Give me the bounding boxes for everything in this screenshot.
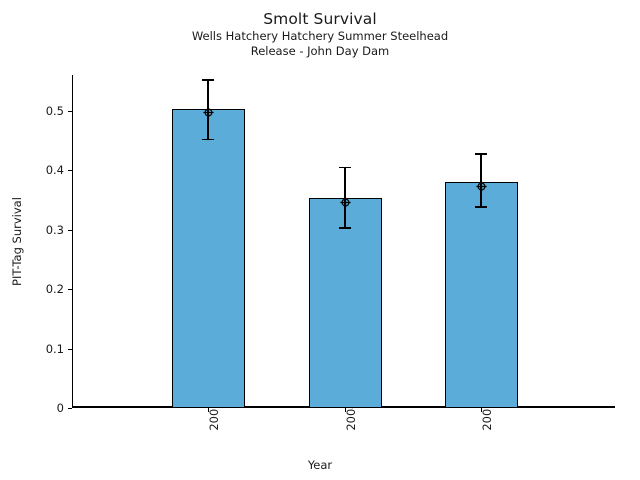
x-tick-mark <box>208 408 210 412</box>
error-bar-cap-upper <box>475 153 487 156</box>
y-tick-label: 0.2 <box>45 282 64 297</box>
y-tick-label: 0.1 <box>45 341 64 356</box>
y-tick-mark <box>68 229 72 231</box>
y-tick-mark <box>68 348 72 350</box>
data-point-marker-icon <box>339 193 351 208</box>
y-tick-mark <box>68 170 72 172</box>
bar-2003[interactable] <box>171 108 245 408</box>
data-point-marker-icon <box>202 103 214 118</box>
y-tick-label: 0.5 <box>45 103 64 118</box>
error-bar-cap-lower <box>475 206 487 208</box>
x-axis-label: Year <box>307 458 333 472</box>
chart-title: Smolt Survival <box>263 10 377 28</box>
y-tick-mark <box>68 408 72 410</box>
y-tick-mark <box>68 289 72 291</box>
x-tick-mark <box>481 408 483 412</box>
chart-subtitle-line-2: Release - John Day Dam <box>250 44 390 58</box>
chart-subtitle-line-1: Wells Hatchery Hatchery Summer Steelhead <box>191 29 449 43</box>
plot-area: 0 0.1 0.2 0.3 0.4 0.5 2003 2004 2005 <box>46 75 615 431</box>
data-point-marker-icon <box>475 177 487 192</box>
title-block: Smolt Survival Wells Hatchery Hatchery S… <box>0 10 640 59</box>
y-tick-label: 0.3 <box>45 222 64 237</box>
error-bar-line <box>480 153 482 207</box>
y-tick-label: 0.4 <box>45 163 64 178</box>
error-bar-cap-upper <box>202 79 214 81</box>
error-bar-cap-lower <box>202 138 214 141</box>
x-tick-mark <box>345 408 347 412</box>
error-bar-cap-upper <box>339 166 351 169</box>
y-tick-mark <box>68 110 72 112</box>
y-axis-spine <box>72 75 74 408</box>
bar-2005[interactable] <box>444 182 518 408</box>
error-bar-line <box>344 166 346 228</box>
y-axis-label: PIT-Tag Survival <box>10 197 24 286</box>
bar-2004[interactable] <box>308 198 382 408</box>
error-bar-cap-lower <box>339 227 351 229</box>
y-tick-label: 0 <box>56 401 64 415</box>
